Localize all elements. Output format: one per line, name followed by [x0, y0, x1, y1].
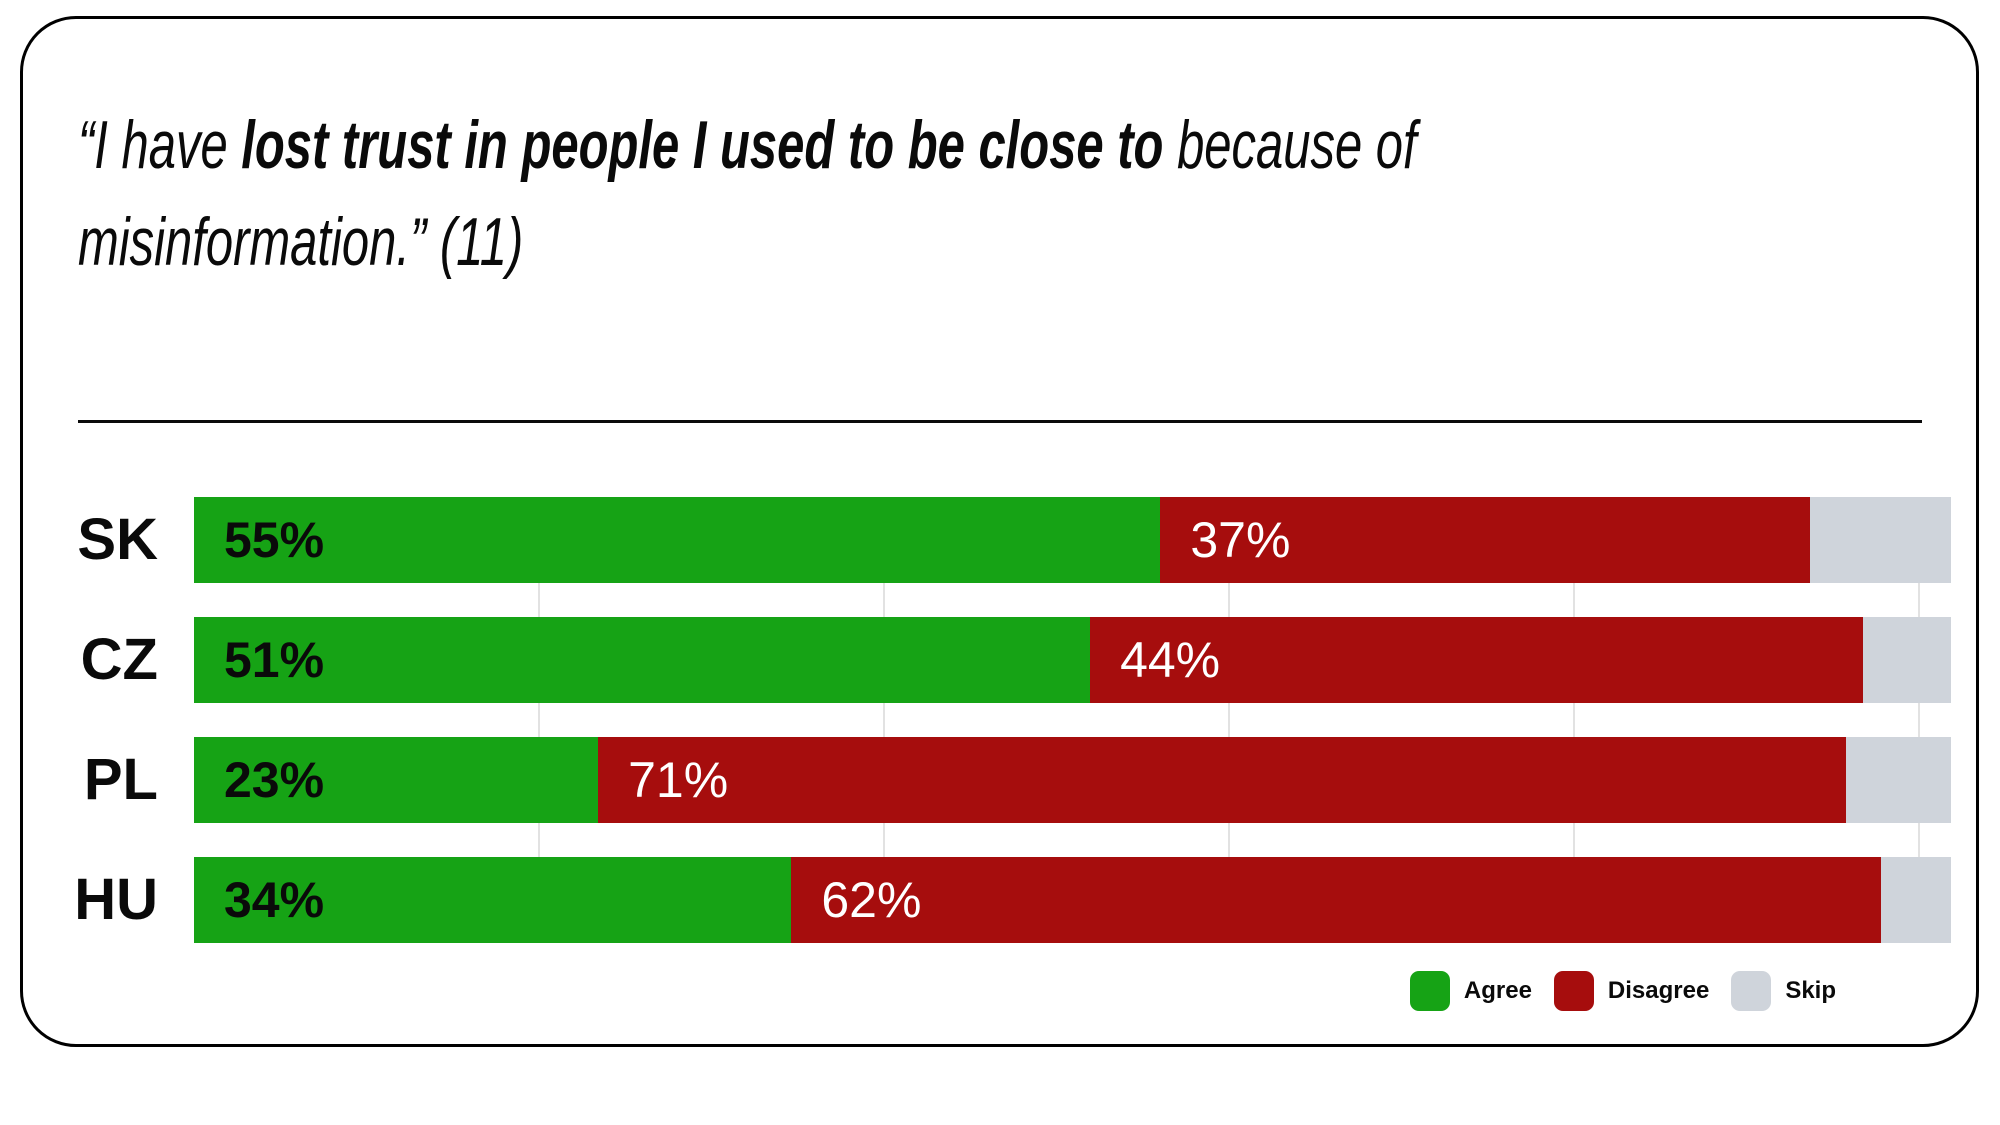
bar-track: 23% 71%	[194, 737, 1951, 823]
category-label-hu: HU	[74, 867, 158, 932]
bar-segment-disagree: 37%	[1160, 497, 1811, 583]
value-label-disagree: 62%	[821, 872, 922, 928]
bar-segment-skip	[1810, 497, 1951, 583]
legend-swatch-skip	[1731, 971, 1772, 1011]
bar-segment-disagree: 71%	[598, 737, 1846, 823]
legend-item-skip: Skip	[1731, 971, 1836, 1011]
category-label-pl: PL	[83, 747, 158, 812]
bar-segment-agree: 23%	[194, 737, 599, 823]
value-label-disagree: 71%	[628, 752, 729, 808]
bar-segment-disagree: 44%	[1090, 617, 1864, 703]
category-label-cz: CZ	[80, 627, 158, 692]
bar-segment-skip	[1863, 617, 1951, 703]
bar-segment-agree: 55%	[194, 497, 1161, 583]
value-label-agree: 34%	[224, 872, 325, 928]
title-divider	[78, 420, 1922, 423]
bar-segment-skip	[1880, 857, 1951, 943]
value-label-disagree: 37%	[1190, 512, 1291, 568]
title-line-2: misinformation.” (11)	[78, 204, 524, 280]
legend-swatch-disagree	[1553, 971, 1594, 1011]
category-label-sk: SK	[77, 507, 158, 572]
title-prefix: “I have	[78, 107, 242, 183]
value-label-disagree: 44%	[1120, 632, 1221, 688]
value-label-agree: 23%	[224, 752, 325, 808]
chart-card: “I have lost trust in people I used to b…	[20, 16, 1979, 1047]
plot-area: SK 55% 37% CZ 51% 44% PL 23% 71% HU 34% 62%	[55, 497, 1951, 943]
legend-label-disagree: Disagree	[1607, 977, 1710, 1004]
bar-row-sk: SK 55% 37%	[55, 497, 1951, 583]
chart-title: “I have lost trust in people I used to b…	[78, 97, 1417, 291]
title-line-1: “I have lost trust in people I used to b…	[78, 97, 1417, 194]
legend-item-agree: Agree	[1409, 971, 1532, 1011]
bar-track: 55% 37%	[194, 497, 1951, 583]
legend-label-agree: Agree	[1463, 977, 1532, 1004]
bar-row-pl: PL 23% 71%	[55, 737, 1951, 823]
legend: Agree Disagree Skip	[1409, 971, 1836, 1011]
bar-segment-agree: 34%	[194, 857, 792, 943]
bar-row-hu: HU 34% 62%	[55, 857, 1951, 943]
bar-segment-agree: 51%	[194, 617, 1091, 703]
title-suffix: because of	[1163, 107, 1417, 183]
bar-segment-disagree: 62%	[791, 857, 1881, 943]
bar-track: 34% 62%	[194, 857, 1951, 943]
bar-row-cz: CZ 51% 44%	[55, 617, 1951, 703]
title-bold-phrase: lost trust in people I used to be close …	[241, 107, 1164, 183]
value-label-agree: 51%	[224, 632, 325, 688]
bar-segment-skip	[1845, 737, 1951, 823]
bar-track: 51% 44%	[194, 617, 1951, 703]
legend-swatch-agree	[1409, 971, 1450, 1011]
legend-label-skip: Skip	[1785, 977, 1836, 1004]
legend-item-disagree: Disagree	[1553, 971, 1710, 1011]
value-label-agree: 55%	[224, 512, 325, 568]
stacked-bar-chart: SK 55% 37% CZ 51% 44% PL 23% 71% HU 34% 62%	[55, 497, 1951, 943]
